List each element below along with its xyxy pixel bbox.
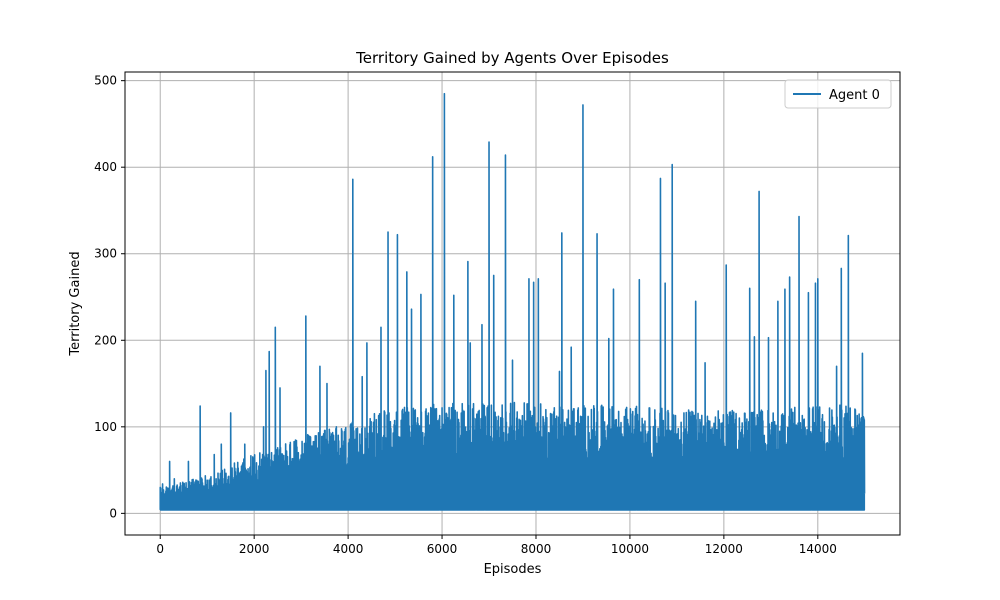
tick-layer: 0 2000 4000 6000 8000 10000 12000 14000 0 100 200 3… (94, 74, 837, 556)
y-tick-label: 400 (94, 160, 117, 174)
x-tick-label: 10000 (611, 542, 649, 556)
x-tick-label: 14000 (799, 542, 837, 556)
x-tick-label: 0 (156, 542, 164, 556)
x-tick-label: 8000 (521, 542, 552, 556)
plot-frame (124, 71, 901, 536)
y-tick-label: 200 (94, 333, 117, 347)
y-tick-label: 0 (109, 506, 117, 520)
legend: Agent 0 (784, 79, 892, 109)
x-tick-label: 4000 (333, 542, 364, 556)
series-line-agent-0 (159, 92, 866, 511)
x-tick-label: 6000 (427, 542, 458, 556)
y-tick-label: 100 (94, 420, 117, 434)
x-tick-label: 12000 (705, 542, 743, 556)
series-layer (159, 92, 866, 511)
legend-label-agent-0: Agent 0 (829, 88, 880, 103)
chart-title: Territory Gained by Agents Over Episodes (355, 49, 669, 67)
legend-box (784, 79, 892, 109)
y-axis-label: Territory Gained (68, 251, 83, 356)
y-tick-label: 500 (94, 74, 117, 88)
x-tick-label: 2000 (239, 542, 270, 556)
x-axis-label: Episodes (484, 562, 542, 577)
y-tick-label: 300 (94, 247, 117, 261)
